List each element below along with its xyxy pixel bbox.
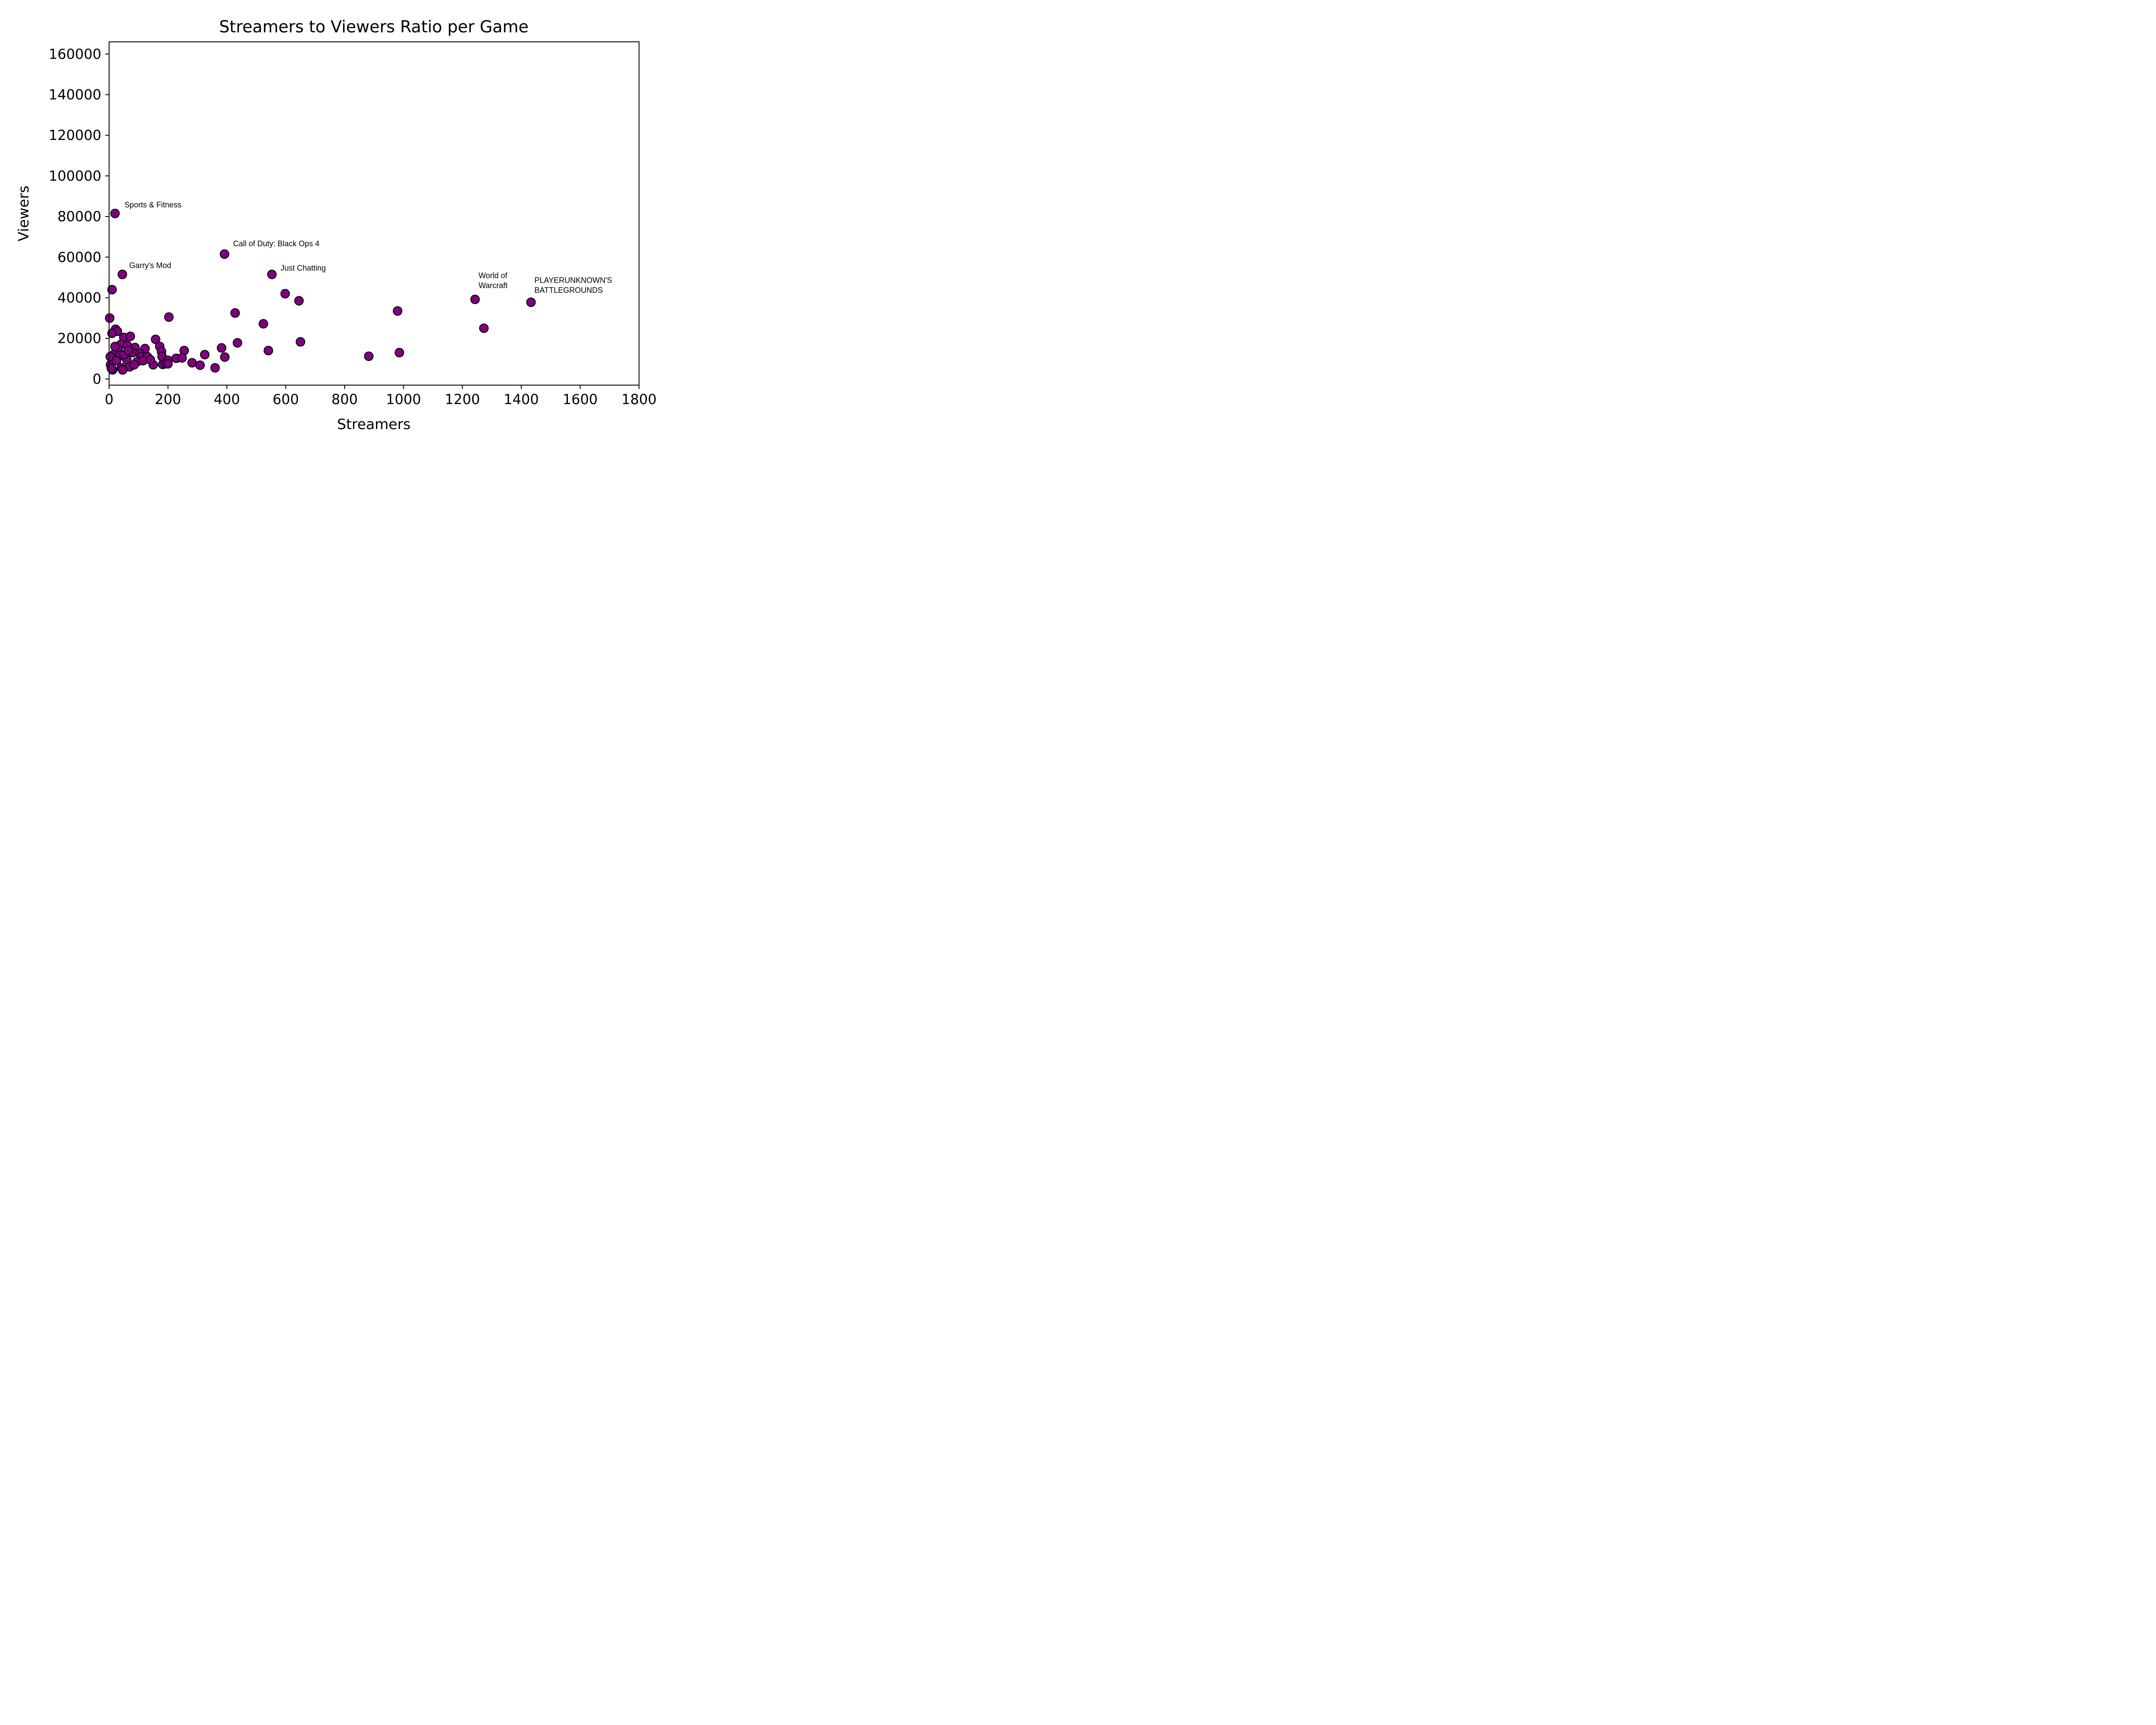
point-annotations: Sports & Fitness Call of Duty: Black Ops …: [125, 201, 612, 295]
x-tick-label: 400: [214, 391, 240, 408]
y-tick-label: 20000: [57, 330, 101, 347]
axis-ticks: 0 200 400 600 800 1000 1200 1400 1600 1800 0 20000 4…: [49, 46, 657, 408]
annotation-line: Call of Duty: Black Ops 4: [233, 239, 320, 248]
chart-title: Streamers to Viewers Ratio per Game: [219, 17, 529, 36]
annotation-line: Warcraft: [479, 281, 508, 290]
data-point: [263, 345, 273, 355]
point-annotation: Call of Duty: Black Ops 4: [233, 239, 320, 248]
annotation-line: Sports & Fitness: [125, 201, 182, 209]
data-point: [216, 343, 226, 353]
point-annotation: Just Chatting: [281, 263, 326, 272]
data-point: [145, 355, 155, 365]
y-tick-label: 40000: [57, 289, 101, 306]
data-point: [110, 209, 120, 218]
data-point: [187, 358, 197, 368]
data-point: [295, 337, 305, 347]
data-point: [110, 342, 120, 351]
point-annotation: PLAYERUNKNOWN'S BATTLEGROUNDS: [534, 276, 612, 295]
y-tick-label: 0: [93, 371, 101, 387]
data-point: [294, 296, 304, 306]
annotation-line: BATTLEGROUNDS: [534, 286, 603, 295]
annotation-line: Garry's Mod: [129, 261, 171, 270]
data-point: [107, 285, 117, 295]
data-points: [105, 209, 536, 375]
data-point: [526, 297, 536, 307]
y-tick-label: 60000: [57, 249, 101, 265]
plot-frame: [109, 41, 639, 386]
data-point: [232, 338, 242, 348]
data-point: [164, 312, 174, 322]
data-point: [117, 270, 127, 279]
data-point: [258, 319, 268, 329]
data-point: [105, 313, 115, 323]
data-point: [163, 359, 173, 369]
data-point: [479, 323, 489, 333]
data-point: [267, 270, 277, 279]
x-axis-label: Streamers: [337, 416, 411, 433]
x-tick-label: 200: [155, 391, 181, 408]
annotation-line: Just Chatting: [281, 263, 326, 272]
chart-canvas: Streamers to Viewers Ratio per Game Stre…: [15, 17, 657, 433]
data-point: [107, 364, 116, 373]
data-point: [470, 295, 480, 304]
x-tick-label: 1000: [386, 391, 421, 408]
data-point: [200, 350, 210, 360]
data-point: [230, 308, 240, 318]
data-point: [129, 360, 139, 370]
x-tick-label: 1200: [445, 391, 480, 408]
data-point: [393, 306, 403, 316]
x-tick-label: 800: [332, 391, 358, 408]
annotation-line: PLAYERUNKNOWN'S: [534, 276, 612, 285]
data-point: [395, 348, 404, 358]
data-point: [112, 356, 122, 366]
y-tick-label: 100000: [49, 168, 101, 184]
point-annotation: Sports & Fitness: [125, 201, 182, 209]
scatter-chart: Streamers to Viewers Ratio per Game Stre…: [0, 0, 673, 448]
y-axis-label: Viewers: [15, 185, 32, 241]
x-tick-label: 1600: [563, 391, 598, 408]
x-tick-label: 1800: [621, 391, 656, 408]
data-point: [210, 363, 220, 373]
data-point: [220, 352, 230, 362]
point-annotation: Garry's Mod: [129, 261, 171, 270]
data-point: [150, 335, 160, 345]
point-annotation: World of Warcraft: [479, 271, 508, 290]
data-point: [195, 360, 205, 370]
x-tick-label: 1400: [504, 391, 539, 408]
data-point: [123, 345, 133, 355]
x-tick-label: 0: [105, 391, 113, 408]
data-point: [118, 365, 128, 375]
y-tick-label: 140000: [49, 86, 101, 103]
x-tick-label: 600: [273, 391, 299, 408]
y-tick-label: 120000: [49, 127, 101, 144]
annotation-line: World of: [479, 271, 508, 280]
data-point: [364, 351, 374, 361]
y-tick-label: 160000: [49, 46, 101, 62]
data-point: [280, 289, 290, 299]
data-point: [107, 328, 117, 338]
data-point: [219, 249, 229, 259]
y-tick-label: 80000: [57, 208, 101, 225]
data-point: [125, 331, 135, 341]
data-point: [177, 353, 187, 363]
